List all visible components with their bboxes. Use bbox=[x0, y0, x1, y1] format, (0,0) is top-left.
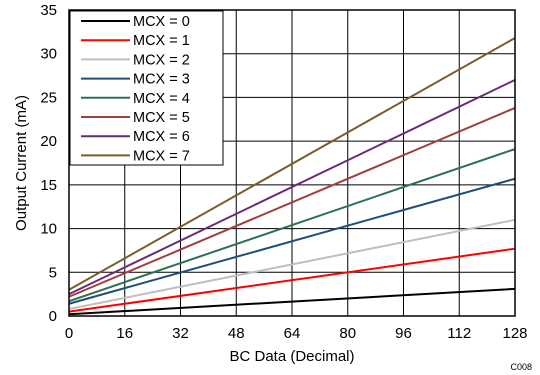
series-line-mcx-2 bbox=[68, 218, 516, 310]
legend-box bbox=[69, 10, 224, 166]
figure-code: C008 bbox=[510, 362, 532, 372]
x-tick-label: 96 bbox=[395, 325, 412, 342]
series-line-mcx-3 bbox=[68, 177, 516, 305]
legend: MCX = 0 MCX = 1 MCX = 2 MCX = 3 MCX = 4 MCX =… bbox=[69, 10, 224, 166]
y-tick-label: 0 bbox=[49, 308, 57, 325]
y-tick-label: 10 bbox=[40, 221, 57, 238]
x-axis-label: BC Data (Decimal) bbox=[229, 348, 354, 365]
legend-label: MCX = 1 bbox=[133, 33, 190, 49]
x-tick-label: 64 bbox=[284, 325, 301, 342]
x-tick-label: 16 bbox=[116, 325, 133, 342]
x-tick-label: 48 bbox=[228, 325, 245, 342]
x-tick-label: 112 bbox=[447, 325, 471, 342]
legend-label: MCX = 2 bbox=[133, 52, 190, 68]
y-tick-label: 15 bbox=[40, 177, 57, 194]
series-line-mcx-4 bbox=[68, 148, 516, 303]
x-tick-label: 128 bbox=[502, 325, 527, 342]
y-tick-labels: 0 5 10 15 20 25 30 35 bbox=[40, 2, 57, 325]
series-lines bbox=[68, 37, 516, 316]
y-axis-label: Output Current (mA) bbox=[13, 95, 30, 231]
legend-label: MCX = 4 bbox=[133, 91, 190, 107]
y-tick-label: 25 bbox=[40, 89, 57, 106]
plot-frame bbox=[68, 9, 516, 317]
y-tick-label: 5 bbox=[49, 264, 57, 281]
y-tick-label: 20 bbox=[40, 133, 57, 150]
series-line-mcx-7 bbox=[68, 37, 516, 291]
legend-label: MCX = 7 bbox=[133, 148, 190, 164]
x-tick-label: 80 bbox=[339, 325, 356, 342]
y-tick-label: 35 bbox=[40, 2, 57, 19]
series-line-mcx-6 bbox=[68, 79, 516, 296]
x-tick-label: 32 bbox=[172, 325, 189, 342]
x-tick-label: 0 bbox=[65, 325, 73, 342]
series-line-mcx-0 bbox=[68, 287, 516, 316]
series-line-mcx-1 bbox=[68, 247, 516, 313]
legend-label: MCX = 6 bbox=[133, 129, 190, 145]
legend-label: MCX = 3 bbox=[133, 72, 190, 88]
x-tick-labels: 0 16 32 48 64 80 96 112 128 bbox=[65, 325, 528, 342]
series-line-mcx-5 bbox=[68, 106, 516, 298]
legend-label: MCX = 0 bbox=[133, 14, 190, 30]
legend-label: MCX = 5 bbox=[133, 110, 190, 126]
y-tick-label: 30 bbox=[40, 46, 57, 63]
